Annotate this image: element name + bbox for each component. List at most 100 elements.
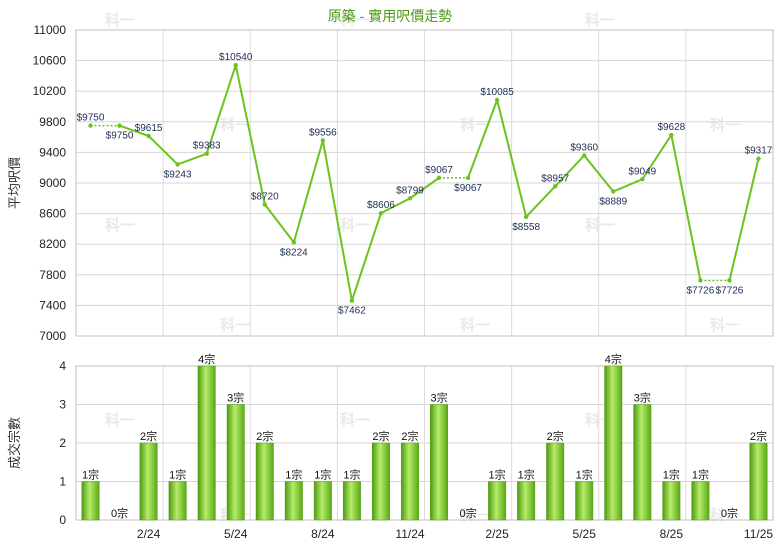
x-tick-label: 5/25 (573, 527, 597, 541)
count-bar (546, 442, 565, 521)
price-point-label: $9750 (106, 131, 134, 142)
labels-layer: 1宗 0宗 2宗 1宗 4宗 3宗 2宗 1宗 1宗 1宗 2宗 2宗 3宗 0宗 1宗 1宗 2宗 1宗 4宗 3宗… (77, 52, 773, 520)
watermark-text: 科一 (585, 216, 615, 234)
count-bar-label: 3宗 (634, 391, 651, 405)
price-line-segment (670, 134, 702, 281)
price-point (117, 123, 122, 128)
price-point (640, 177, 645, 182)
count-bar (691, 481, 710, 521)
price-point (320, 138, 326, 143)
watermark-layer: 科一科一科一科一科一科一科一科一科一科一科一科一科一科一科一科一科一科一 (105, 11, 740, 524)
price-line-segment (467, 99, 499, 179)
price-line-segment (496, 99, 528, 218)
x-tick-label: 11/24 (395, 527, 424, 541)
price-point (494, 97, 500, 103)
count-bar (662, 481, 681, 521)
chart-title: 原築 - 實用呎價走勢 (328, 8, 452, 24)
count-bar (139, 442, 158, 521)
x-tick-label: 11/25 (744, 527, 773, 541)
watermark-text: 科一 (220, 116, 250, 134)
price-point-label: $9360 (570, 142, 598, 153)
watermark-text: 科一 (105, 411, 135, 429)
count-bar-label: 2宗 (401, 429, 418, 443)
count-bar (168, 481, 187, 521)
price-point-label: $9067 (425, 165, 453, 176)
watermark-text: 科一 (460, 316, 490, 334)
count-y-tick: 0 (59, 513, 66, 527)
price-point-label: $8799 (396, 185, 424, 196)
price-y-tick: 8200 (39, 237, 66, 251)
price-point-label: $10540 (219, 52, 253, 63)
x-tick-label: 8/25 (660, 527, 684, 541)
price-point (291, 240, 297, 245)
price-y-tick: 10600 (33, 54, 67, 68)
count-plot-frame (75, 365, 774, 521)
price-y-tick: 7400 (39, 298, 66, 312)
price-line-segment (205, 64, 237, 155)
count-bar-label: 2宗 (547, 429, 564, 443)
price-point-label: $9628 (657, 122, 685, 133)
price-y-tick: 8600 (39, 207, 66, 221)
price-point (378, 210, 384, 216)
price-point (727, 278, 732, 283)
count-bar-label: 2宗 (256, 429, 273, 443)
watermark-text: 科一 (105, 216, 135, 234)
price-point (233, 62, 238, 68)
price-point-label: $9615 (135, 123, 163, 134)
grid-layer (75, 29, 774, 521)
price-point-label: $9067 (454, 183, 482, 194)
price-point-label: $8720 (251, 191, 279, 202)
count-bar-label: 1宗 (285, 468, 302, 482)
price-point (349, 298, 355, 303)
count-bar-label: 1宗 (576, 468, 593, 482)
x-tick-label: 8/24 (311, 527, 335, 541)
price-line-segment (380, 197, 411, 215)
count-bar-label: 1宗 (692, 468, 709, 482)
count-bar (313, 481, 332, 521)
count-bar (749, 442, 768, 521)
price-axis-title: 平均呎價 (7, 157, 22, 209)
count-bar-label: 0宗 (721, 506, 738, 520)
price-point-label: $9556 (309, 127, 337, 138)
count-bar-label: 1宗 (169, 468, 186, 482)
watermark-text: 科一 (710, 316, 740, 334)
count-bar (401, 442, 419, 521)
count-bar-label: 3宗 (227, 391, 244, 405)
count-bar-label: 1宗 (663, 468, 680, 482)
count-bar (371, 442, 390, 521)
price-point (611, 189, 616, 194)
count-bar (517, 481, 536, 521)
price-line-segment (525, 185, 556, 218)
price-point-label: $8889 (599, 196, 627, 207)
price-point-label: $9243 (164, 169, 192, 180)
price-line-segment (583, 154, 615, 193)
price-line-segment (177, 152, 208, 166)
count-y-tick: 3 (59, 398, 66, 412)
count-bar (197, 365, 216, 521)
price-line-segment (728, 158, 760, 281)
price-point (523, 214, 529, 220)
price-point (436, 175, 442, 181)
watermark-text: 科一 (340, 411, 370, 429)
x-tick-label: 5/24 (224, 527, 248, 541)
price-line-segment (612, 178, 643, 193)
price-point (204, 151, 209, 156)
price-point-label: $10085 (480, 87, 514, 98)
price-line-segment (263, 203, 295, 243)
price-point (756, 156, 761, 161)
watermark-text: 科一 (340, 11, 370, 29)
count-bar-label: 2宗 (372, 429, 389, 443)
price-point-label: $9750 (77, 113, 105, 124)
price-point-label: $9383 (193, 141, 221, 152)
price-point (88, 123, 93, 128)
count-bar-label: 1宗 (343, 468, 360, 482)
price-point-label: $9049 (628, 166, 656, 177)
price-y-tick: 7000 (39, 329, 66, 343)
price-point-label: $8224 (280, 247, 308, 258)
count-bar (575, 481, 594, 521)
x-tick-label: 2/25 (485, 527, 509, 541)
price-y-tick: 7800 (39, 268, 66, 282)
price-point-label: $8558 (512, 222, 540, 233)
price-point-label: $7462 (338, 306, 366, 317)
